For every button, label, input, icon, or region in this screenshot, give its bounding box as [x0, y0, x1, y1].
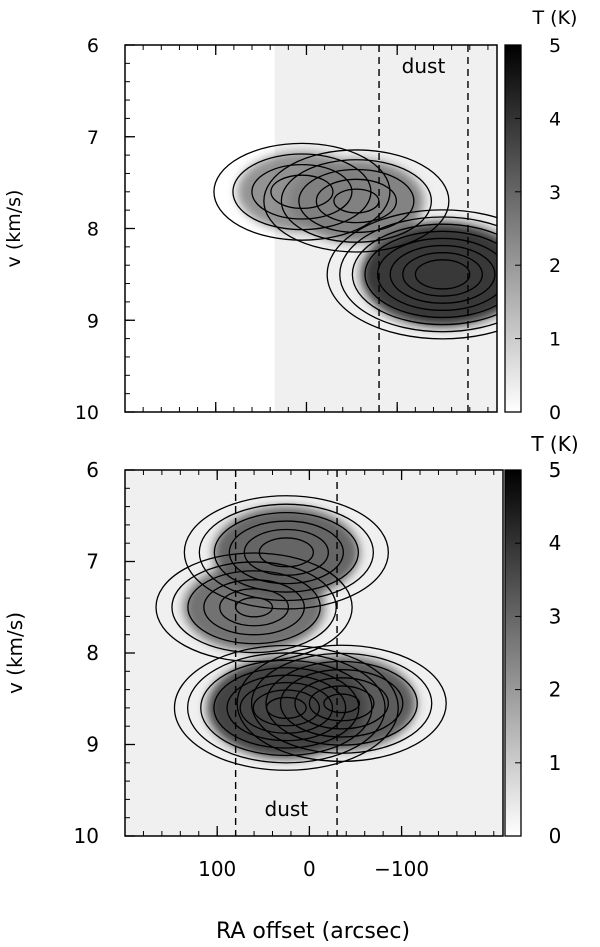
contour: [389, 244, 496, 304]
colorbar-tick-label: 0: [549, 824, 562, 848]
contour: [414, 259, 471, 290]
contour: [258, 537, 314, 568]
colorbar-tick-label: 2: [549, 678, 562, 702]
contour: [183, 495, 389, 610]
contour: [326, 209, 497, 340]
colorbar-tick-label: 1: [549, 751, 562, 775]
colorbar-tick-label: 2: [549, 255, 561, 277]
contour: [298, 168, 415, 234]
contour-lines: [155, 495, 447, 771]
contour: [364, 230, 497, 319]
y-tick-label: 7: [86, 550, 99, 574]
y-tick-label: 8: [87, 219, 99, 241]
contour: [173, 644, 399, 771]
contour: [200, 659, 373, 757]
colorbar-tick-label: 5: [549, 35, 561, 57]
colorbar-tick-label: 5: [549, 458, 562, 482]
y-tick-label: 10: [75, 402, 99, 424]
emission-map: [183, 506, 417, 759]
top-panel: dust 6 7 8 9 10 v (km/s) 0 1 2 3 4 5 T (K): [3, 7, 577, 424]
contour: [308, 685, 375, 722]
x-tick-label: 0: [303, 857, 316, 881]
x-tick-label: 100: [198, 857, 236, 881]
contour: [219, 588, 290, 627]
contour: [171, 561, 337, 654]
contour: [265, 660, 418, 746]
bottom-panel: dust 6 7 8 9 10 100 0 −100 v (km/s) 0 1 2 3 4 5T (K): [3, 432, 579, 881]
colorbar-tick-label: 3: [549, 182, 561, 204]
contour: [236, 644, 447, 763]
contour: [187, 570, 321, 645]
y-tick-label: 9: [87, 310, 99, 332]
contour: [203, 579, 305, 636]
emission-peak: [183, 563, 325, 652]
y-tick-label: 10: [74, 824, 99, 848]
contour: [250, 652, 433, 754]
colorbar-label: T (K): [532, 7, 578, 29]
contour-lines: [213, 142, 497, 340]
y-tick-label: 6: [86, 458, 99, 482]
x-axis-label: RA offset (arcsec): [216, 919, 410, 944]
contour: [323, 693, 361, 714]
colorbar-tick-label: 1: [549, 329, 561, 351]
contour: [279, 669, 404, 738]
contour: [239, 681, 334, 734]
colorbar-tick-label: 3: [549, 604, 562, 628]
contour: [402, 252, 483, 297]
contour: [315, 178, 398, 224]
colorbar-tick-label: 0: [549, 402, 561, 424]
colorbar-tick-label: 4: [549, 531, 562, 555]
contour: [333, 188, 380, 214]
colorbar-label: T (K): [530, 432, 578, 456]
colorbar-tick-label: 4: [549, 108, 561, 130]
contour: [228, 520, 344, 585]
dust-annotation: dust: [402, 54, 446, 78]
y-tick-label: 7: [87, 127, 99, 149]
contour: [351, 223, 497, 326]
contour: [376, 237, 497, 311]
contour: [213, 667, 360, 749]
y-axis-label: v (km/s): [3, 190, 25, 268]
contour: [213, 511, 359, 593]
contour: [252, 689, 321, 727]
y-axis-label: v (km/s): [3, 612, 27, 694]
y-tick-label: 8: [86, 641, 99, 665]
y-tick-label: 9: [86, 733, 99, 757]
contour: [270, 174, 334, 210]
contour: [263, 149, 450, 253]
colorbar: [504, 44, 522, 413]
contour: [232, 153, 372, 231]
contour: [155, 552, 353, 663]
contour: [294, 677, 390, 730]
contour: [186, 652, 386, 764]
y-tick-label: 6: [87, 35, 99, 57]
contour: [213, 142, 391, 241]
colorbar: [504, 469, 522, 837]
contour: [280, 159, 433, 243]
contour: [251, 163, 353, 220]
contour: [339, 216, 497, 333]
dust-annotation: dust: [265, 797, 309, 821]
x-tick-label: −100: [374, 857, 429, 881]
